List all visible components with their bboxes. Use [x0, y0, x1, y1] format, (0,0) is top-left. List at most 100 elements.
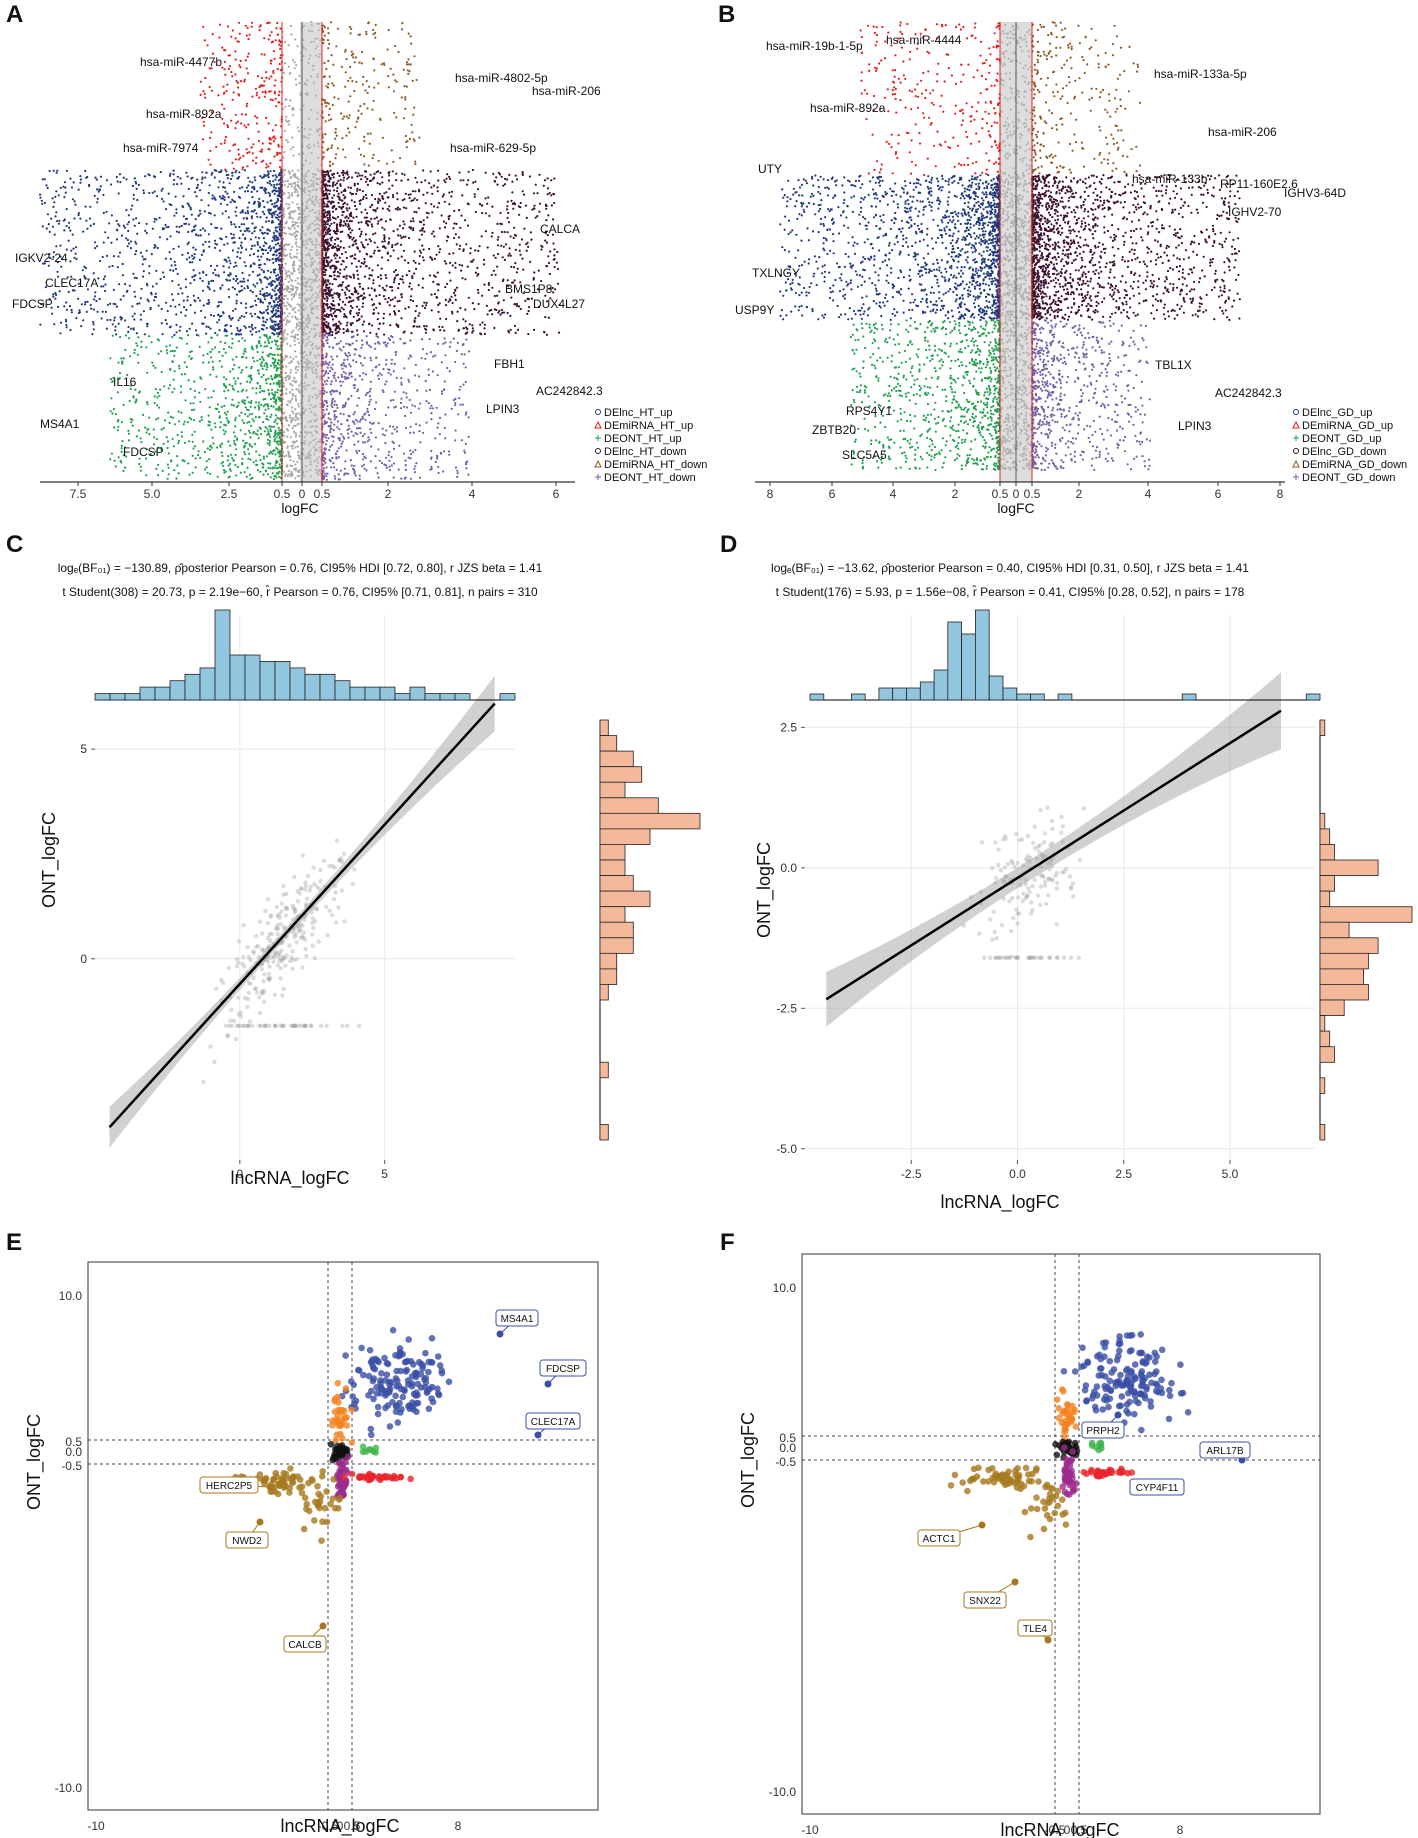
- data-point: [347, 330, 350, 333]
- data-point: [132, 218, 135, 221]
- data-point: [496, 222, 499, 225]
- data-point: [277, 143, 280, 146]
- data-point: [286, 141, 289, 144]
- data-point: [272, 307, 275, 310]
- data-point: [194, 218, 197, 221]
- data-point: [329, 169, 332, 172]
- data-point: [538, 210, 541, 213]
- data-point: [183, 306, 186, 309]
- data-point: [101, 310, 104, 313]
- data-point: [237, 153, 240, 156]
- data-point: [545, 219, 548, 222]
- data-point: [226, 242, 229, 245]
- data-point: [244, 59, 247, 62]
- data-point: [101, 255, 104, 259]
- data-point: [496, 244, 500, 247]
- data-point: [193, 274, 196, 278]
- data-point: [391, 244, 394, 247]
- data-point: [282, 258, 285, 261]
- data-point: [536, 192, 539, 195]
- data-point: [130, 327, 133, 330]
- data-point: [210, 336, 213, 339]
- data-point: [327, 322, 330, 325]
- data-point: [484, 230, 487, 233]
- data-point: [353, 61, 356, 64]
- data-point: [547, 316, 551, 319]
- data-point: [174, 195, 177, 198]
- data-point: [293, 181, 296, 184]
- data-point: [240, 241, 243, 244]
- data-point: [192, 257, 195, 260]
- data-point: [166, 446, 169, 450]
- data-point: [206, 471, 209, 474]
- data-point: [404, 98, 407, 101]
- data-point: [358, 285, 362, 288]
- data-point: [290, 298, 293, 301]
- data-point: [511, 191, 514, 194]
- data-point: [256, 350, 259, 354]
- data-point: [491, 313, 494, 316]
- data-point: [388, 209, 391, 212]
- data-point: [223, 198, 226, 201]
- data-point: [243, 223, 246, 226]
- data-point: [207, 325, 210, 329]
- data-point: [135, 182, 138, 185]
- data-point: [513, 233, 517, 237]
- data-point: [322, 223, 325, 226]
- data-point: [253, 188, 256, 191]
- data-point: [389, 255, 392, 258]
- data-point: [269, 62, 272, 65]
- data-point: [151, 191, 154, 194]
- data-point: [255, 212, 258, 215]
- data-point: [199, 212, 202, 215]
- data-point: [273, 183, 276, 187]
- data-point: [167, 411, 170, 414]
- data-point: [465, 243, 468, 246]
- data-point: [406, 140, 409, 143]
- data-point: [251, 244, 254, 247]
- data-point: [69, 177, 72, 180]
- data-point: [113, 316, 116, 319]
- data-point: [368, 179, 372, 183]
- data-point: [279, 41, 282, 44]
- data-point: [448, 203, 451, 206]
- data-point: [347, 233, 350, 236]
- data-point: [382, 295, 386, 298]
- data-point: [230, 232, 233, 235]
- data-point: [364, 265, 368, 268]
- data-point: [326, 297, 329, 300]
- data-point: [278, 191, 281, 194]
- data-point: [283, 129, 286, 132]
- data-point: [257, 200, 260, 203]
- data-point: [371, 156, 374, 160]
- data-point: [215, 226, 219, 229]
- data-point: [492, 172, 495, 175]
- data-point: [218, 170, 221, 174]
- data-point: [328, 200, 331, 203]
- data-point: [218, 318, 221, 321]
- data-point: [345, 274, 348, 277]
- data-point: [290, 33, 293, 36]
- data-point: [476, 274, 479, 277]
- data-point: [184, 286, 188, 289]
- data-point: [274, 234, 277, 237]
- data-point: [247, 448, 250, 451]
- data-point: [328, 75, 331, 78]
- data-point: [378, 284, 381, 287]
- data-point: [396, 300, 399, 303]
- data-point: [349, 65, 352, 68]
- data-point: [458, 171, 461, 174]
- data-point: [213, 169, 216, 172]
- data-point: [213, 346, 217, 349]
- data-point: [191, 322, 194, 325]
- data-point: [207, 191, 210, 195]
- data-point: [201, 138, 205, 141]
- data-point: [223, 48, 226, 52]
- data-point: [289, 217, 292, 220]
- data-point: [255, 459, 258, 462]
- data-point: [156, 246, 159, 250]
- data-point: [367, 164, 370, 167]
- data-point: [350, 199, 353, 202]
- data-point: [472, 329, 475, 332]
- data-point: [291, 264, 295, 267]
